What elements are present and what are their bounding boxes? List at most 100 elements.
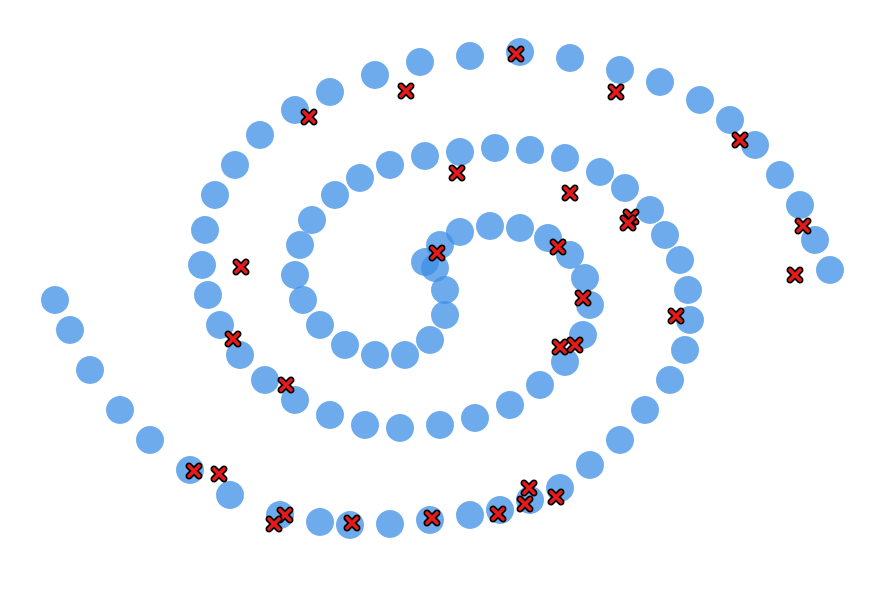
point	[686, 86, 714, 114]
x-marker-fill	[576, 291, 590, 305]
point	[551, 348, 579, 376]
point	[426, 411, 454, 439]
point	[516, 136, 544, 164]
x-marker	[423, 509, 441, 527]
point	[76, 356, 104, 384]
point	[431, 276, 459, 304]
x-marker-fill	[518, 497, 532, 511]
point	[216, 481, 244, 509]
point	[221, 151, 249, 179]
point	[786, 191, 814, 219]
point	[456, 501, 484, 529]
point	[391, 341, 419, 369]
point	[456, 42, 484, 70]
point	[376, 151, 404, 179]
point	[251, 366, 279, 394]
point	[416, 326, 444, 354]
point	[191, 216, 219, 244]
point	[586, 158, 614, 186]
x-marker	[547, 488, 565, 506]
x-marker	[428, 244, 446, 262]
point	[716, 106, 744, 134]
x-marker-fill	[733, 133, 747, 147]
point	[446, 138, 474, 166]
point	[286, 231, 314, 259]
x-marker	[185, 462, 203, 480]
x-marker-fill	[549, 490, 563, 504]
x-marker-fill	[399, 84, 413, 98]
point	[481, 134, 509, 162]
x-marker-fill	[796, 219, 810, 233]
point	[246, 121, 274, 149]
x-marker-fill	[669, 309, 683, 323]
point	[526, 371, 554, 399]
x-marker	[265, 515, 283, 533]
x-marker-fill	[788, 268, 802, 282]
x-marker	[607, 83, 625, 101]
point	[361, 61, 389, 89]
x-marker-fill	[425, 511, 439, 525]
point	[606, 56, 634, 84]
point	[556, 44, 584, 72]
point	[411, 142, 439, 170]
point	[431, 301, 459, 329]
point	[226, 341, 254, 369]
x-marker	[516, 495, 534, 513]
x-marker	[507, 45, 525, 63]
x-marker	[786, 266, 804, 284]
point	[316, 78, 344, 106]
x-marker-fill	[302, 110, 316, 124]
point	[281, 261, 309, 289]
x-marker	[561, 184, 579, 202]
x-marker-fill	[609, 85, 623, 99]
x-marker	[300, 108, 318, 126]
point	[611, 174, 639, 202]
x-marker	[277, 376, 295, 394]
x-marker-fill	[345, 516, 359, 530]
point	[406, 48, 434, 76]
x-marker	[566, 336, 584, 354]
point	[306, 508, 334, 536]
point	[476, 212, 504, 240]
point	[631, 396, 659, 424]
x-marker	[224, 330, 242, 348]
point	[351, 411, 379, 439]
x-marker-fill	[509, 47, 523, 61]
point	[551, 144, 579, 172]
point	[281, 96, 309, 124]
point	[289, 286, 317, 314]
point	[386, 414, 414, 442]
point	[321, 181, 349, 209]
x-marker	[343, 514, 361, 532]
x-marker-fill	[553, 340, 567, 354]
point	[656, 366, 684, 394]
x-marker-fill	[568, 338, 582, 352]
x-marker	[397, 82, 415, 100]
point	[361, 341, 389, 369]
x-marker-fill	[621, 216, 635, 230]
point	[281, 386, 309, 414]
x-marker	[232, 258, 250, 276]
point	[816, 256, 844, 284]
point	[298, 206, 326, 234]
point	[201, 181, 229, 209]
x-marker-fill	[279, 378, 293, 392]
point	[606, 426, 634, 454]
x-marker-fill	[430, 246, 444, 260]
x-marker-fill	[563, 186, 577, 200]
point	[306, 311, 334, 339]
point	[316, 401, 344, 429]
point	[41, 286, 69, 314]
point	[666, 246, 694, 274]
x-marker-fill	[551, 240, 565, 254]
x-marker-fill	[267, 517, 281, 531]
x-marker-fill	[187, 464, 201, 478]
point	[571, 264, 599, 292]
point	[346, 164, 374, 192]
x-marker	[619, 214, 637, 232]
point	[446, 218, 474, 246]
x-marker-fill	[491, 507, 505, 521]
point	[136, 426, 164, 454]
point	[461, 404, 489, 432]
